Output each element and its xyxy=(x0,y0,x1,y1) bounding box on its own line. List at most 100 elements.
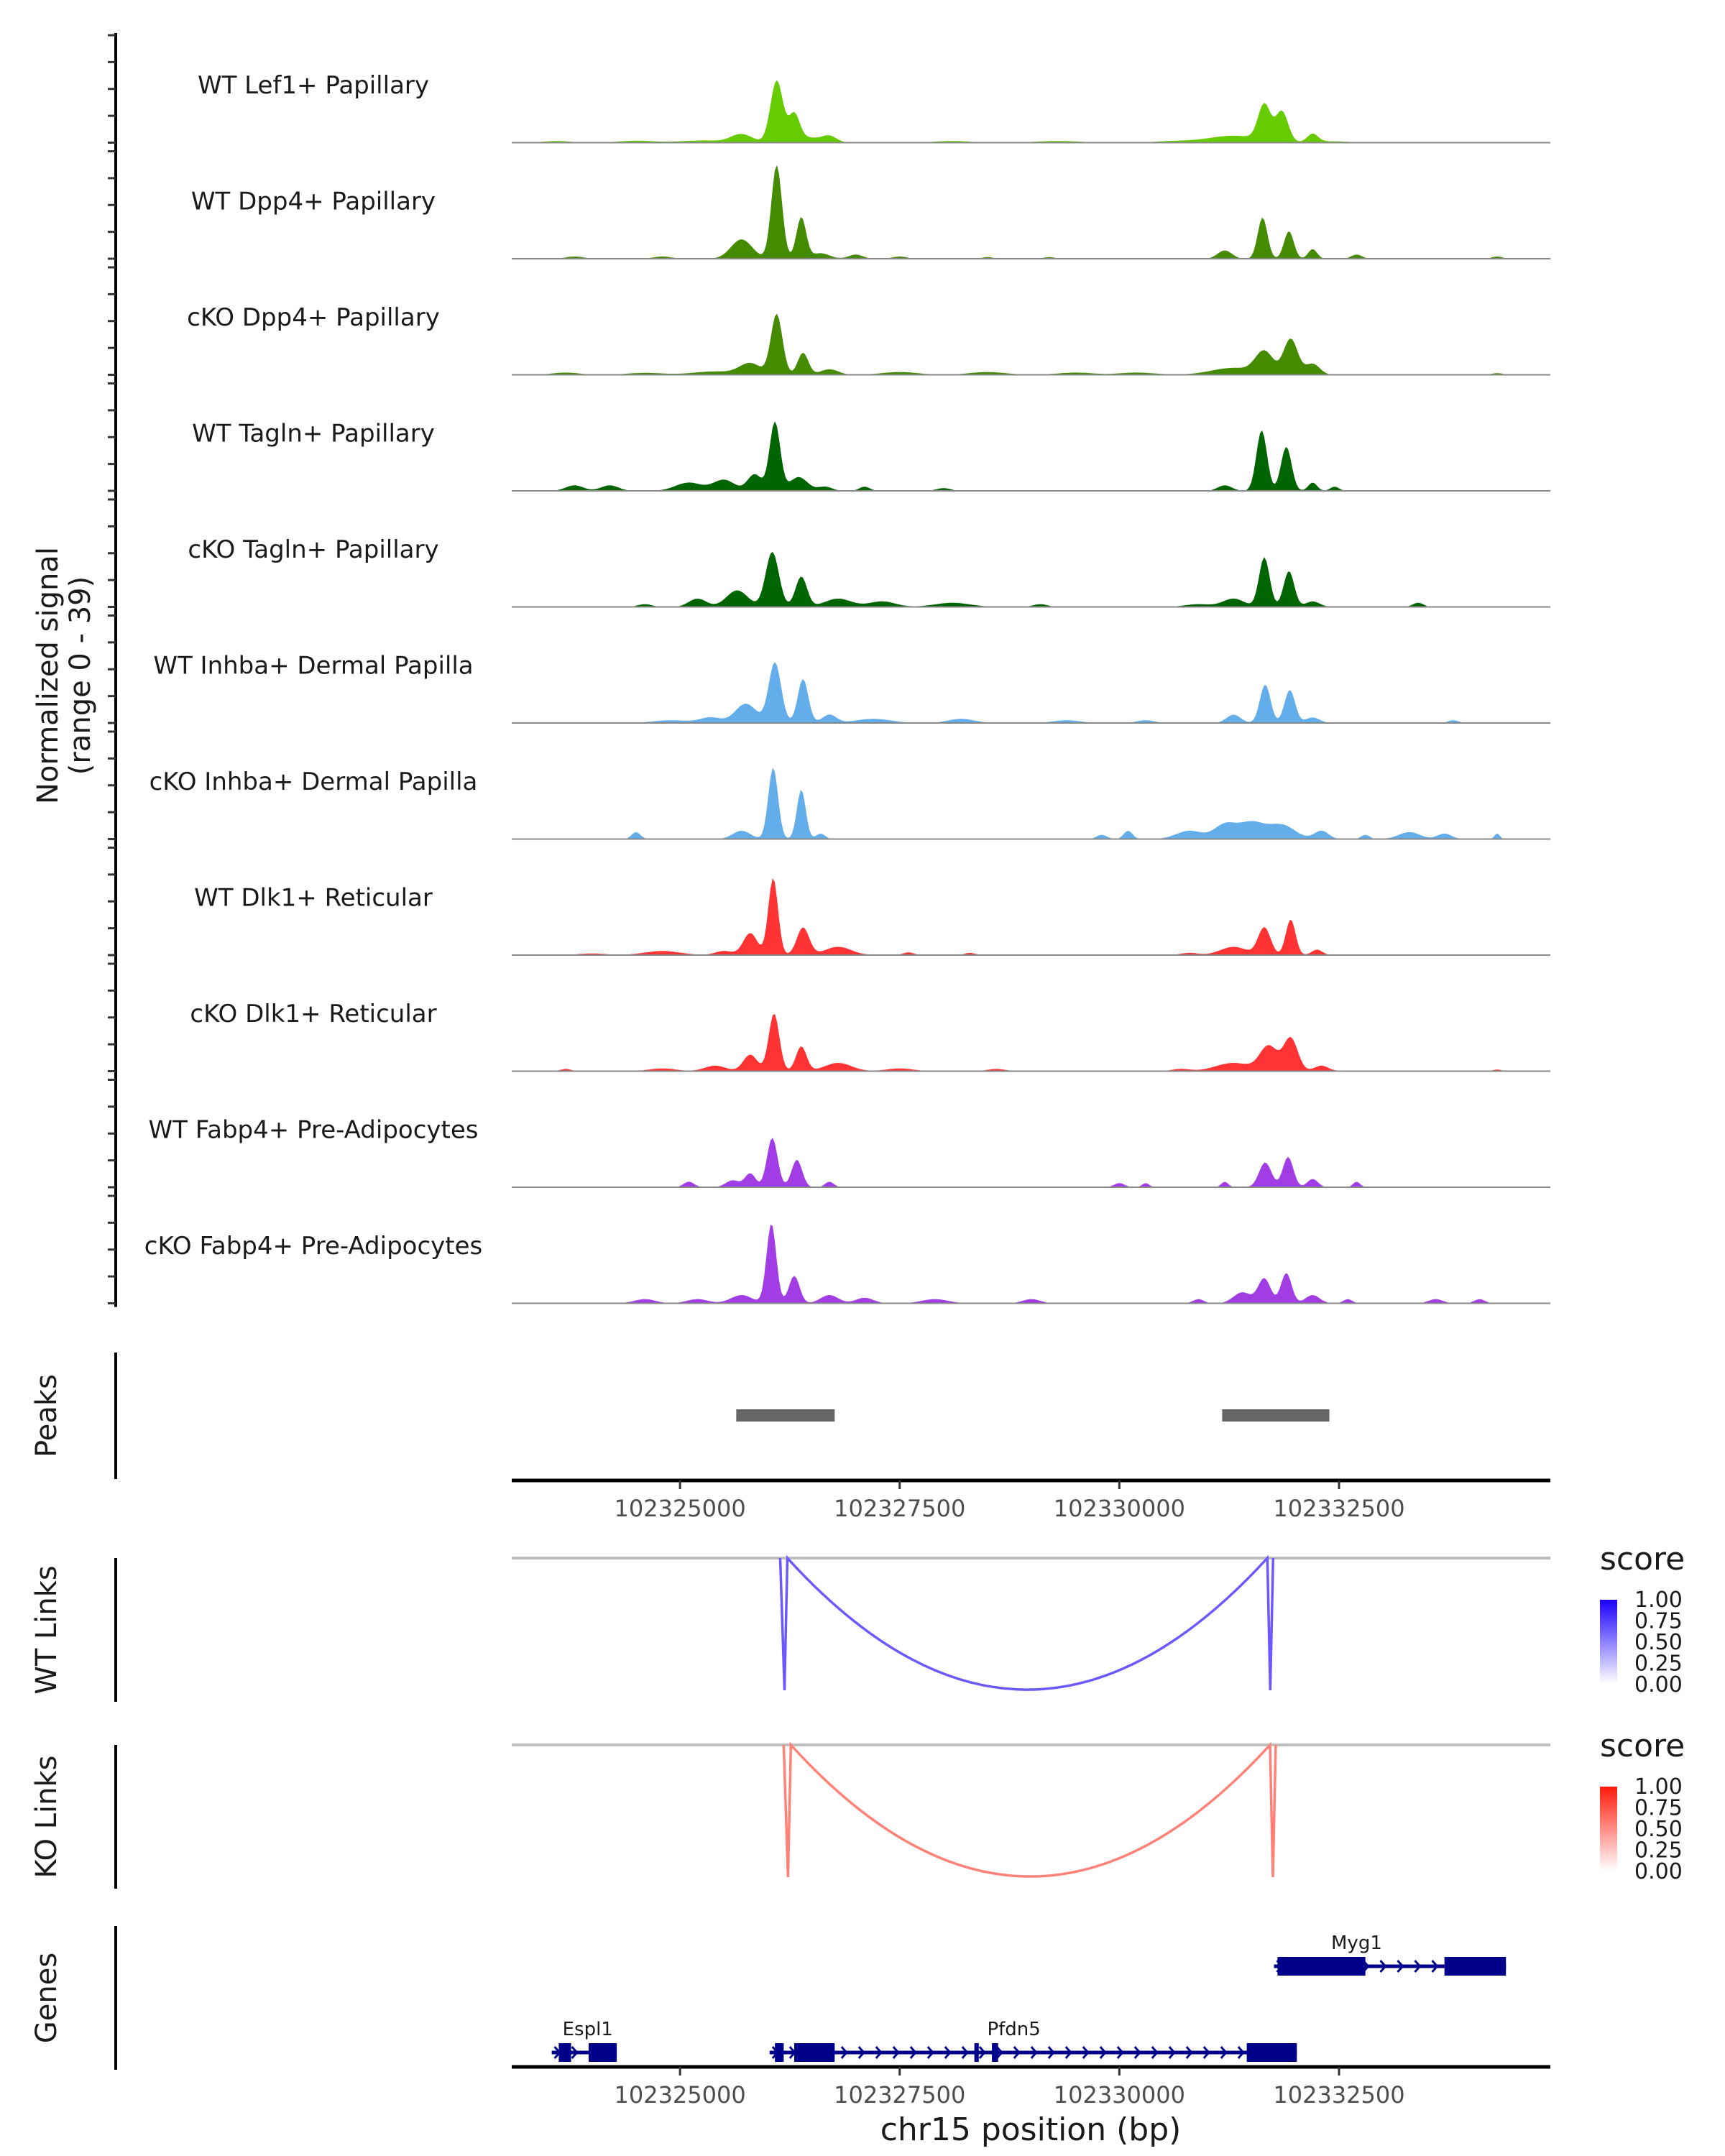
x-tick-label: 102327500 xyxy=(834,1495,965,1522)
coverage-area xyxy=(512,421,1550,491)
coverage-track: cKO Tagln+ Papillary xyxy=(188,535,1550,608)
coverage-area xyxy=(512,165,1550,259)
link-arc xyxy=(782,1741,1277,1878)
gene-exon xyxy=(992,2043,998,2062)
coverage-track: cKO Fabp4+ Pre-Adipocytes xyxy=(144,1225,1550,1304)
x-axis-title: chr15 position (bp) xyxy=(880,2111,1182,2148)
legend-tick-label: 0.75 xyxy=(1634,1796,1683,1821)
strand-arrow-icon xyxy=(1202,2046,1210,2059)
coverage-y-axis xyxy=(108,33,117,1307)
x-tick-label: 102330000 xyxy=(1054,1495,1185,1522)
strand-arrow-icon xyxy=(1030,2046,1038,2059)
strand-arrow-icon xyxy=(1414,1960,1422,1973)
strand-arrow-icon xyxy=(571,2046,579,2059)
track-label: cKO Dlk1+ Reticular xyxy=(190,1000,436,1028)
strand-arrow-icon xyxy=(995,2046,1003,2059)
coverage-track: WT Tagln+ Papillary xyxy=(192,420,1550,492)
coverage-track: WT Fabp4+ Pre-Adipocytes xyxy=(149,1116,1550,1188)
legend-tick-label: 0.75 xyxy=(1634,1609,1683,1634)
track-label: cKO Tagln+ Papillary xyxy=(188,535,438,564)
track-label: WT Lef1+ Papillary xyxy=(198,71,429,100)
track-label: WT Fabp4+ Pre-Adipocytes xyxy=(149,1116,479,1145)
gene-exon xyxy=(794,2043,835,2062)
coverage-track: cKO Inhba+ Dermal Papilla xyxy=(150,768,1550,840)
gene-exon xyxy=(588,2043,617,2062)
strand-arrow-icon xyxy=(875,2046,883,2059)
legend-colorbar xyxy=(1600,1787,1617,1871)
x-tick-label: 102325000 xyxy=(614,2081,745,2109)
strand-arrow-icon xyxy=(909,2046,917,2059)
strand-arrow-icon xyxy=(926,2046,934,2059)
coverage-area xyxy=(512,1013,1550,1072)
track-label: cKO Dpp4+ Papillary xyxy=(187,303,440,332)
coverage-area xyxy=(512,1225,1550,1304)
strand-arrow-icon xyxy=(1013,2046,1021,2059)
coverage-track: WT Dpp4+ Papillary xyxy=(191,165,1550,259)
gene-exon xyxy=(558,2043,571,2062)
legend-tick-label: 0.25 xyxy=(1634,1651,1683,1677)
x-tick-label: 102332500 xyxy=(1273,2081,1404,2109)
genes-track-label: Genes xyxy=(30,1953,63,2043)
track-label: WT Dlk1+ Reticular xyxy=(194,884,433,913)
legend-tick-label: 0.00 xyxy=(1634,1859,1683,1884)
gene-exon xyxy=(1444,1957,1506,1976)
track-label: WT Inhba+ Dermal Papilla xyxy=(153,652,473,681)
peak-region xyxy=(736,1409,835,1422)
strand-arrow-icon xyxy=(1185,2046,1193,2059)
y-axis-title-line2: (range 0 - 39) xyxy=(64,576,97,775)
coverage-area xyxy=(512,1138,1550,1187)
coverage-area xyxy=(512,662,1550,723)
strand-arrow-icon xyxy=(978,2046,986,2059)
link-track: KO Links score 1.000.750.500.250.00 xyxy=(30,1728,1685,1889)
coverage-track: WT Lef1+ Papillary xyxy=(198,71,1550,144)
track-label: WT Dpp4+ Papillary xyxy=(191,188,436,216)
legend-tick-label: 0.00 xyxy=(1634,1672,1683,1697)
legend-tick-label: 0.50 xyxy=(1634,1630,1683,1655)
gene-exon xyxy=(775,2043,784,2062)
track-label: WT Tagln+ Papillary xyxy=(192,420,435,448)
peaks-track-label: Peaks xyxy=(30,1374,63,1457)
gene-label: Espl1 xyxy=(563,2019,613,2040)
coverage-track: cKO Dpp4+ Papillary xyxy=(187,303,1550,376)
coverage-track: WT Inhba+ Dermal Papilla xyxy=(153,652,1550,724)
strand-arrow-icon xyxy=(1431,1960,1439,1973)
strand-arrow-icon xyxy=(1133,2046,1141,2059)
gene: Pfdn5 xyxy=(769,2019,1297,2062)
gene-label: Myg1 xyxy=(1331,1932,1382,1954)
coverage-area xyxy=(512,313,1550,375)
x-tick-label: 102325000 xyxy=(614,1495,745,1522)
strand-arrow-icon xyxy=(1151,2046,1159,2059)
x-axis-top: 102325000 102327500 102330000 102332500 xyxy=(512,1478,1550,1522)
coverage-track: WT Dlk1+ Reticular xyxy=(194,878,1550,956)
gene-label: Pfdn5 xyxy=(987,2019,1040,2040)
strand-arrow-icon xyxy=(840,2046,848,2059)
link-arc xyxy=(778,1554,1275,1691)
peak-region xyxy=(1222,1409,1330,1422)
legend-tick-label: 1.00 xyxy=(1634,1588,1683,1613)
link-track: WT Links score 1.000.750.500.250.00 xyxy=(30,1541,1685,1702)
coverage-area xyxy=(512,80,1550,143)
strand-arrow-icon xyxy=(1116,2046,1124,2059)
strand-arrow-icon xyxy=(944,2046,952,2059)
strand-arrow-icon xyxy=(1064,2046,1072,2059)
strand-arrow-icon xyxy=(961,2046,969,2059)
strand-arrow-icon xyxy=(1379,1960,1387,1973)
link-track-label: WT Links xyxy=(30,1565,63,1694)
x-tick-label: 102332500 xyxy=(1273,1495,1404,1522)
y-axis-title-line1: Normalized signal xyxy=(32,547,65,804)
strand-arrow-icon xyxy=(1099,2046,1107,2059)
x-tick-label: 102330000 xyxy=(1054,2081,1185,2109)
genes-track: Myg1 Espl1 Pfdn5 xyxy=(551,1932,1506,2062)
link-track-label: KO Links xyxy=(30,1756,63,1879)
track-label: cKO Fabp4+ Pre-Adipocytes xyxy=(144,1232,483,1261)
gene-exon xyxy=(1246,2043,1297,2062)
coverage-tracks: WT Lef1+ Papillary WT Dpp4+ Papillary cKO … xyxy=(144,71,1550,1304)
legend-title: score xyxy=(1600,1541,1685,1577)
legend-tick-label: 0.25 xyxy=(1634,1838,1683,1864)
peaks-regions xyxy=(736,1409,1330,1422)
strand-arrow-icon xyxy=(1397,1960,1404,1973)
strand-arrow-icon xyxy=(1220,2046,1228,2059)
coverage-track: cKO Dlk1+ Reticular xyxy=(190,1000,1550,1072)
